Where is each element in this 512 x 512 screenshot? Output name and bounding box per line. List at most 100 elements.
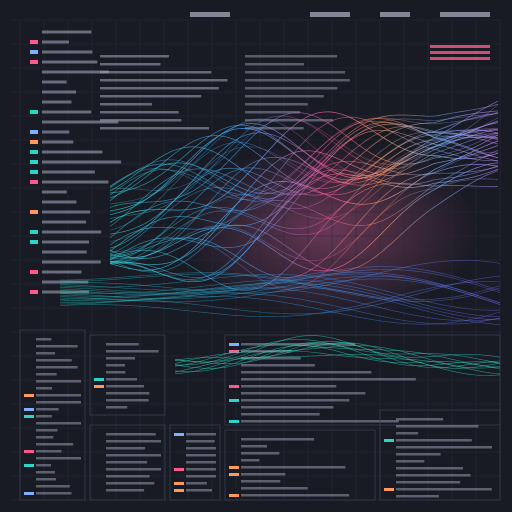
label-line <box>42 270 82 274</box>
wave-line <box>109 112 499 200</box>
label-line <box>186 447 216 450</box>
label-line <box>106 392 150 395</box>
label-line <box>106 447 146 450</box>
label-line <box>245 71 346 74</box>
label-accent <box>30 180 38 184</box>
label-line <box>106 475 150 478</box>
label-line <box>42 90 77 94</box>
label-line <box>36 492 72 495</box>
panel <box>169 424 221 501</box>
label-line <box>245 79 350 82</box>
label-line <box>42 50 93 54</box>
label-accent <box>174 433 184 436</box>
label-line <box>42 160 122 164</box>
label-line <box>241 364 315 367</box>
header-line <box>380 12 410 17</box>
label-line <box>36 436 54 439</box>
wave-line <box>109 128 499 231</box>
label-line <box>245 63 304 66</box>
label-line <box>36 471 55 474</box>
wave-line <box>109 113 499 199</box>
label-line <box>396 460 425 463</box>
label-line <box>241 385 337 388</box>
label-line <box>245 87 338 90</box>
label-line <box>36 345 78 348</box>
label-line <box>396 488 492 491</box>
wave-line <box>109 134 499 263</box>
label-line <box>106 454 161 457</box>
wave-line <box>109 122 499 252</box>
label-accent <box>94 385 104 388</box>
label-line <box>241 480 281 483</box>
label-line <box>245 127 304 130</box>
wave-line <box>109 116 499 246</box>
wave-line <box>109 165 499 280</box>
label-line <box>396 467 464 470</box>
label-line <box>241 357 301 360</box>
label-line <box>241 413 320 416</box>
label-line <box>241 466 346 469</box>
wave-line <box>109 170 499 272</box>
label-line <box>106 385 145 388</box>
label-line <box>396 453 441 456</box>
wave-line <box>109 118 499 239</box>
text-placeholders <box>30 12 490 294</box>
label-line <box>100 71 212 74</box>
wave-line <box>109 110 499 196</box>
label-accent <box>24 408 34 411</box>
label-accent <box>430 45 490 48</box>
label-line <box>241 473 286 476</box>
label-line <box>106 482 155 485</box>
label-line <box>42 190 67 194</box>
label-line <box>36 464 52 467</box>
label-line <box>106 364 126 367</box>
wave-line <box>59 287 501 322</box>
label-line <box>42 210 91 214</box>
label-accent <box>24 394 34 397</box>
label-line <box>106 350 159 353</box>
wave-line <box>109 162 499 272</box>
label-accent <box>430 57 490 60</box>
label-line <box>42 30 92 34</box>
label-line <box>106 357 136 360</box>
label-accent <box>30 50 38 54</box>
label-line <box>396 446 493 449</box>
wave-line <box>59 275 501 315</box>
label-line <box>186 468 216 471</box>
label-line <box>241 399 350 402</box>
label-line <box>42 60 98 64</box>
label-accent <box>430 51 490 54</box>
label-line <box>36 429 58 432</box>
label-line <box>396 418 444 421</box>
label-accent <box>94 378 104 381</box>
label-accent <box>229 385 239 388</box>
label-accent <box>24 464 34 467</box>
label-accent <box>384 488 394 491</box>
label-line <box>241 459 260 462</box>
label-line <box>245 119 334 122</box>
label-line <box>396 439 472 442</box>
label-accent <box>24 450 34 453</box>
panel <box>379 409 501 501</box>
panel <box>89 424 166 501</box>
label-line <box>36 380 81 383</box>
panel <box>19 329 86 501</box>
wave-line <box>109 111 499 223</box>
label-line <box>36 394 81 397</box>
wave-line <box>109 145 499 265</box>
wave-line <box>174 345 501 373</box>
label-line <box>100 63 161 66</box>
wave-line <box>109 112 499 208</box>
label-line <box>100 119 182 122</box>
label-line <box>186 440 215 443</box>
label-line <box>36 352 56 355</box>
label-line <box>241 406 334 409</box>
panel <box>224 334 501 426</box>
label-line <box>106 399 149 402</box>
label-line <box>241 494 350 497</box>
wave-line <box>59 282 501 321</box>
label-line <box>106 406 128 409</box>
label-line <box>245 95 324 98</box>
wave-line <box>174 341 501 369</box>
panel <box>224 429 376 501</box>
